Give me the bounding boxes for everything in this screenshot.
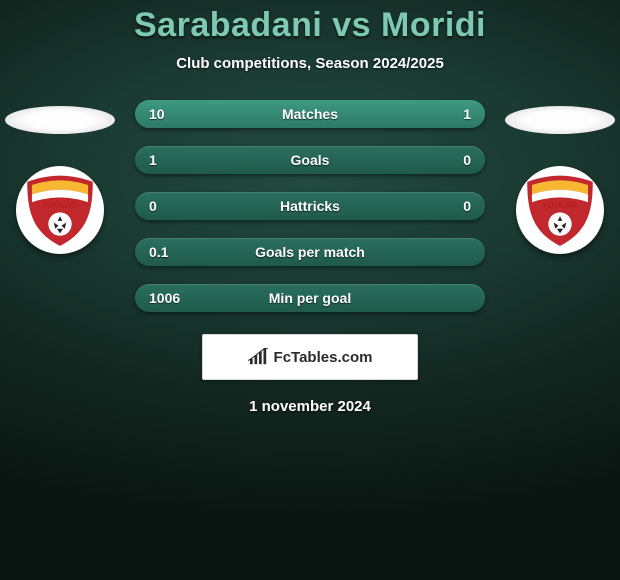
svg-text:FOOLAD: FOOLAD bbox=[544, 201, 577, 210]
stat-value-right: 0 bbox=[425, 152, 485, 168]
svg-text:FOOLAD: FOOLAD bbox=[44, 201, 77, 210]
subtitle: Club competitions, Season 2024/2025 bbox=[0, 55, 620, 72]
stat-value-right: 1 bbox=[425, 106, 485, 122]
stat-label: Goals bbox=[195, 152, 425, 168]
bar-chart-icon bbox=[248, 348, 270, 366]
player-left-col: FOOLAD bbox=[0, 100, 120, 254]
stat-value-left: 1006 bbox=[135, 290, 195, 306]
shield-icon: FOOLAD bbox=[21, 171, 99, 249]
brand-logo: FcTables.com bbox=[248, 348, 373, 366]
player-right-silhouette bbox=[505, 106, 615, 134]
stat-label: Goals per match bbox=[195, 244, 425, 260]
brand-text: FcTables.com bbox=[274, 349, 373, 366]
stat-label: Min per goal bbox=[195, 290, 425, 306]
shield-icon: FOOLAD bbox=[521, 171, 599, 249]
stat-label: Hattricks bbox=[195, 198, 425, 214]
stat-row: 0.1Goals per match bbox=[135, 238, 485, 266]
stat-value-left: 0.1 bbox=[135, 244, 195, 260]
stat-value-left: 10 bbox=[135, 106, 195, 122]
comparison-stage: FOOLAD FOOLAD bbox=[0, 100, 620, 415]
page-title: Sarabadani vs Moridi bbox=[0, 6, 620, 45]
stat-row: 1006Min per goal bbox=[135, 284, 485, 312]
club-badge-left: FOOLAD bbox=[16, 166, 104, 254]
stat-row: 0Hattricks0 bbox=[135, 192, 485, 220]
club-badge-right: FOOLAD bbox=[516, 166, 604, 254]
brand-box: FcTables.com bbox=[202, 334, 418, 380]
stat-value-left: 1 bbox=[135, 152, 195, 168]
stat-value-right: 0 bbox=[425, 198, 485, 214]
stat-value-left: 0 bbox=[135, 198, 195, 214]
stat-row: 10Matches1 bbox=[135, 100, 485, 128]
stats-bars: 10Matches11Goals00Hattricks00.1Goals per… bbox=[135, 100, 485, 312]
date-text: 1 november 2024 bbox=[0, 398, 620, 415]
player-right-col: FOOLAD bbox=[500, 100, 620, 254]
stat-row: 1Goals0 bbox=[135, 146, 485, 174]
comparison-card: Sarabadani vs Moridi Club competitions, … bbox=[0, 0, 620, 415]
player-left-silhouette bbox=[5, 106, 115, 134]
stat-label: Matches bbox=[195, 106, 425, 122]
